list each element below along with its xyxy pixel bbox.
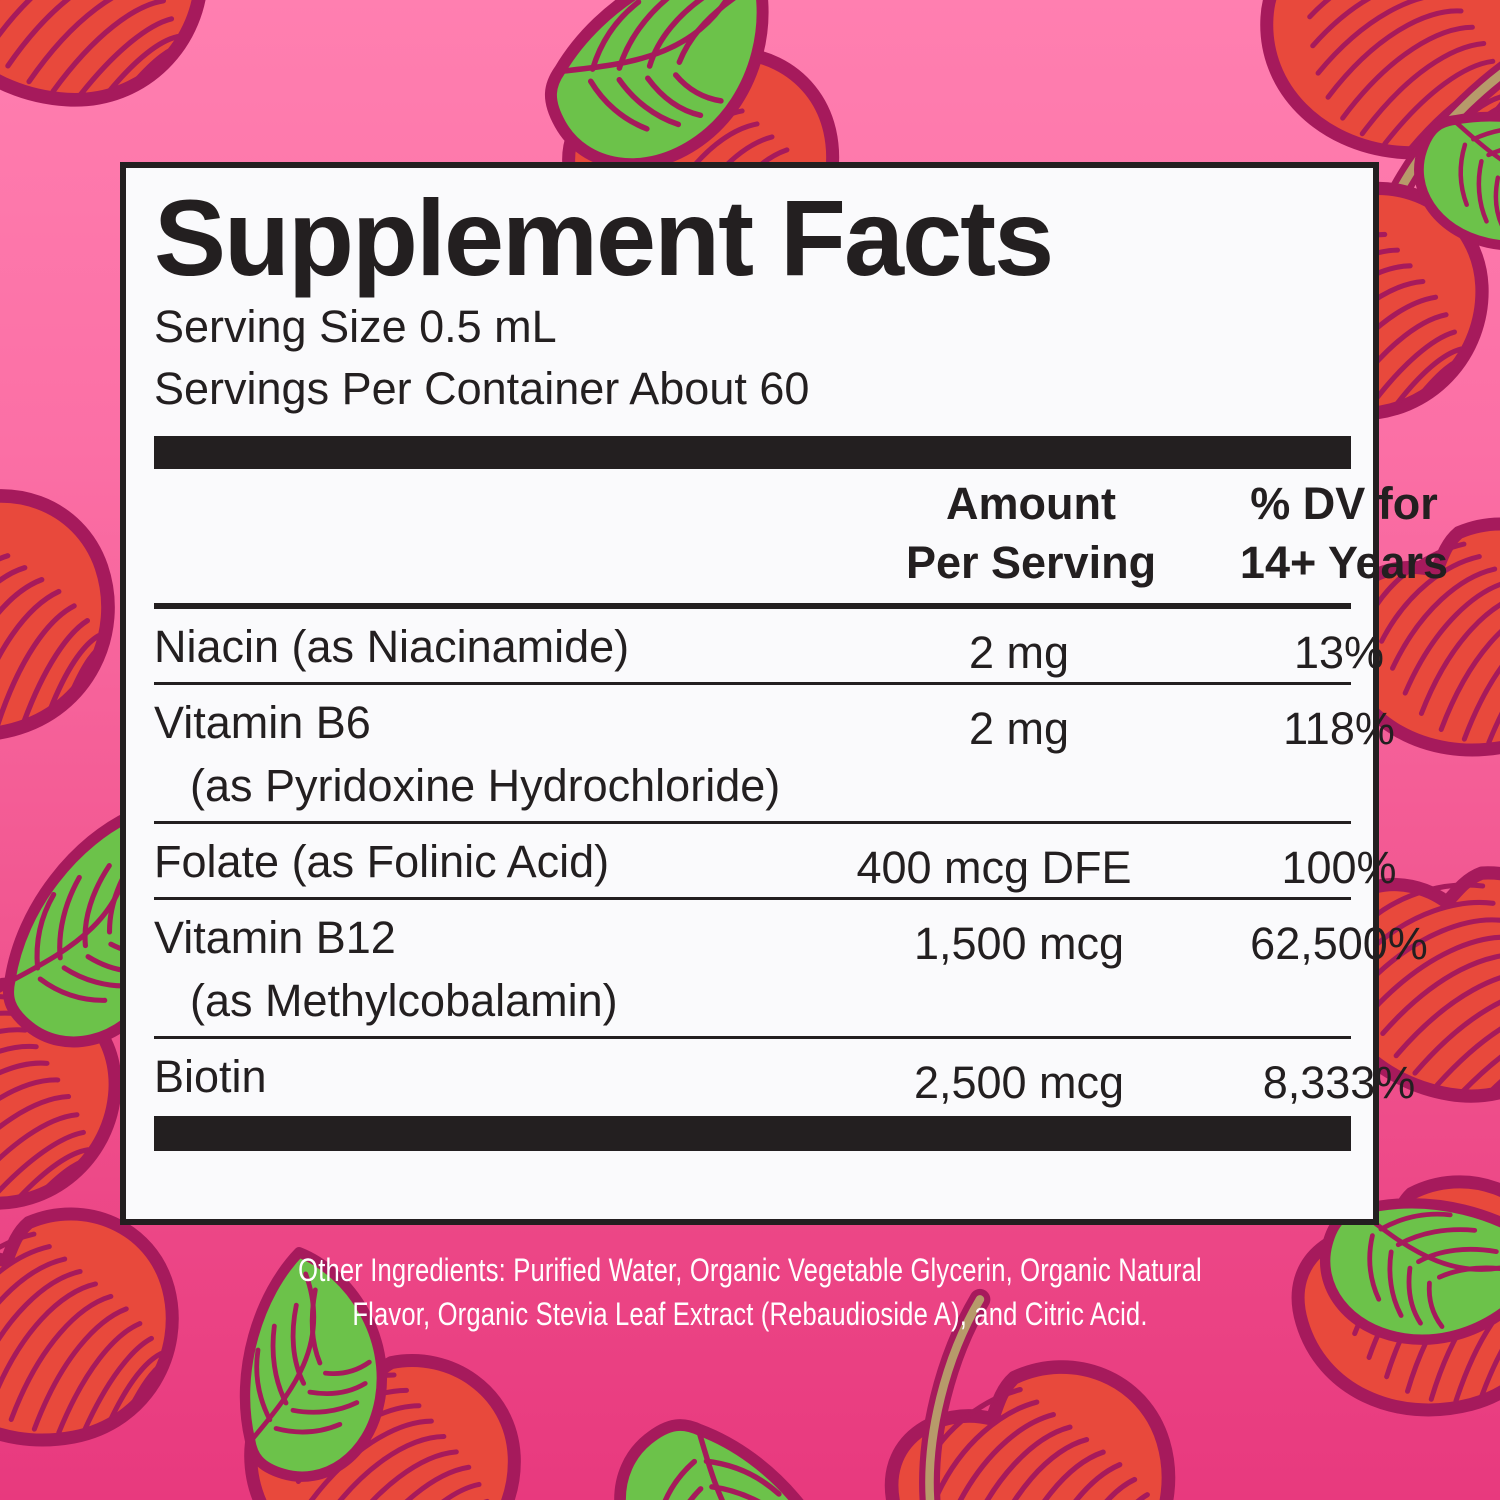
supplement-facts-panel: Supplement Facts Serving Size 0.5 mL Ser… <box>120 162 1448 1225</box>
nutrient-name: Biotin <box>154 1051 267 1103</box>
nutrient-name: Vitamin B12 (as Methylcobalamin) <box>154 900 1351 1036</box>
table-row: Vitamin B12 (as Methylcobalamin) 1,500 m… <box>154 900 1428 1036</box>
nutrient-amount: 1,500 mcg <box>913 918 1125 970</box>
nutrient-daily-value: 13% <box>1293 627 1385 679</box>
nutrient-amount: 2,500 mcg <box>913 1057 1125 1109</box>
nutrient-amount: 2 mg <box>968 703 1070 755</box>
table-column-headers: Amount Per Serving % DV for 14+ Years <box>154 469 1448 603</box>
nutrient-daily-value: 62,500% <box>1250 918 1428 970</box>
row-separator <box>154 682 1351 686</box>
nutrient-source: (as Methylcobalamin) <box>190 975 618 1027</box>
row-separator <box>154 1036 1351 1040</box>
row-separator <box>154 897 1351 901</box>
nutrient-name: Niacin (as Niacinamide) <box>154 621 630 673</box>
nutrient-name: Vitamin B6 (as Pyridoxine Hydrochloride) <box>154 685 1351 821</box>
other-ingredients-text: Other Ingredients: Purified Water, Organ… <box>298 1252 1202 1333</box>
nutrient-name: Folate (as Folinic Acid) <box>154 836 610 888</box>
nutrient-amount: 400 mcg DFE <box>856 842 1132 894</box>
header-separator-rule <box>154 603 1351 610</box>
nutrient-daily-value: 118% <box>1283 703 1395 755</box>
nutrient-daily-value: 100% <box>1281 842 1397 894</box>
nutrient-daily-value: 8,333% <box>1262 1057 1416 1109</box>
column-header-daily-value: % DV for 14+ Years <box>1239 478 1449 588</box>
page-title: Supplement Facts <box>154 177 1054 298</box>
column-header-amount: Amount Per Serving <box>905 478 1157 588</box>
table-row: Folate (as Folinic Acid) 400 mcg DFE 100… <box>154 824 1397 897</box>
table-row: Biotin 2,500 mcg 8,333% <box>154 1039 1415 1112</box>
table-row: Niacin (as Niacinamide) 2 mg 13% <box>154 609 1384 682</box>
footer-thick-rule <box>154 1116 1351 1152</box>
servings-per-container: Servings Per Container About 60 <box>154 363 810 415</box>
nutrient-amount: 2 mg <box>968 627 1070 679</box>
table-row: Vitamin B6 (as Pyridoxine Hydrochloride)… <box>154 685 1395 821</box>
header-thick-rule <box>154 436 1351 470</box>
serving-size: Serving Size 0.5 mL <box>154 301 557 352</box>
row-separator <box>154 821 1351 825</box>
nutrient-source: (as Pyridoxine Hydrochloride) <box>190 760 781 812</box>
